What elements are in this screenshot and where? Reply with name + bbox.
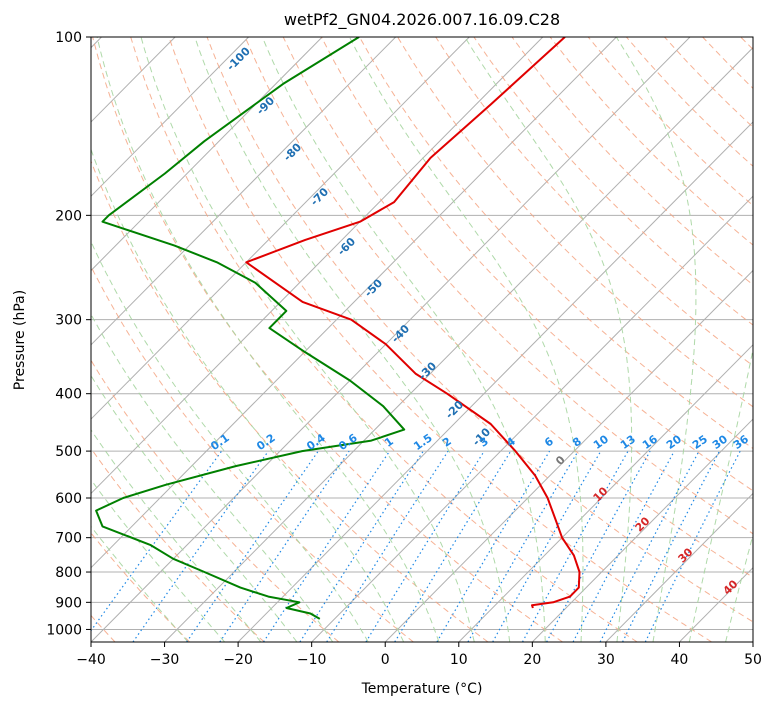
mixing-ratio-16 [546,450,651,642]
mixing-ratio-1.5 [299,450,424,642]
y-tick-label: 200 [55,208,82,224]
x-tick-label: 50 [744,652,762,668]
x-tick-label: −10 [297,652,327,668]
dry-adiabat-120 [473,37,753,326]
mixing-ratio-4 [394,450,512,642]
dry-adiabat-70 [282,37,753,535]
dry-adiabat-30 [130,37,638,642]
temperature-line [245,37,581,609]
y-tick-label: 300 [55,313,82,329]
isotherm--40 [91,37,691,642]
moist-adiabat-10 [140,37,475,642]
isotherm--30 [164,46,753,642]
isotherm--20 [237,121,753,642]
moist-adiabat-20 [261,37,546,642]
x-tick-label: −20 [223,652,253,668]
dry-adiabat-80 [320,37,753,492]
dry-adiabat-130 [511,37,753,286]
mixing-ratio-20 [572,450,675,642]
mixing-ratio-2 [326,450,449,642]
grid-layer [91,37,753,642]
isotherm--90 [91,37,323,272]
x-axis: −40 −30 −20 −10 0 10 20 30 40 50 [76,642,762,668]
x-axis-label: Temperature (°C) [361,681,483,697]
isotherm--50 [91,37,617,569]
moist-adiabat-5 [96,37,440,642]
dry-adiabat--20 [91,447,265,642]
moist-adiabat--25 [91,478,225,642]
mixing-ratio-0.2 [132,450,269,642]
mixing-ratio-1 [262,450,391,642]
isotherm-0 [384,269,753,642]
plot-frame [90,36,754,643]
dry-adiabat-110 [435,37,753,367]
chart-title: wetPf2_GN04.2026.007.16.09.C28 [284,10,560,30]
moist-adiabat-40 [688,347,753,642]
y-tick-label: 800 [55,565,82,581]
dry-adiabat-60 [244,37,753,578]
moist-adiabat-15 [194,37,511,642]
y-tick-label: 600 [55,491,82,507]
x-tick-label: 40 [671,652,689,668]
moist-adiabat-35 [615,37,697,642]
y-tick-label: 700 [55,531,82,547]
mixing-ratio-8 [467,450,579,642]
moist-adiabat--5 [91,240,369,642]
mixing-ratio-6 [436,450,551,642]
mixing-ratio-0.4 [186,450,319,642]
isotherm-10 [458,344,753,642]
dry-adiabat-20 [92,37,563,642]
series-layer [95,37,581,620]
isotherm--70 [91,37,470,420]
moist-adiabat-25 [349,37,584,642]
x-tick-label: −40 [76,652,106,668]
isotherm--60 [91,37,544,495]
mixing-ratio-36 [644,450,741,642]
y-tick-label: 400 [55,387,82,403]
y-axis-label: Pressure (hPa) [12,290,28,390]
moist-adiabat--20 [91,429,262,642]
y-tick-label: 1000 [46,622,82,638]
x-tick-label: −30 [150,652,180,668]
dry-adiabat-0 [91,265,414,642]
y-tick-label: 100 [55,30,82,46]
mixing-ratio-0.6 [219,450,350,642]
x-tick-label: 20 [523,652,541,668]
moist-adiabat-0 [91,148,405,642]
isotherm--10 [311,195,753,642]
isotherm--100 [91,37,249,197]
isotherm-30 [605,492,753,642]
dewpoint-line [95,37,406,620]
moist-adiabat--10 [91,313,334,642]
x-tick-label: 30 [597,652,615,668]
dry-adiabat-40 [168,37,712,642]
moist-adiabat-45 [725,533,753,642]
mixing-ratio-3 [365,450,485,642]
y-axis: 100 200 300 400 500 600 700 800 900 1000 [46,30,91,638]
x-tick-label: 10 [450,652,468,668]
moist-adiabat--30 [91,525,189,642]
x-tick-label: 0 [381,652,390,668]
dry-adiabat-50 [206,37,753,623]
y-tick-label: 900 [55,595,82,611]
isotherm-20 [531,418,753,642]
moist-adiabat--15 [91,374,298,642]
y-tick-label: 500 [55,444,82,460]
